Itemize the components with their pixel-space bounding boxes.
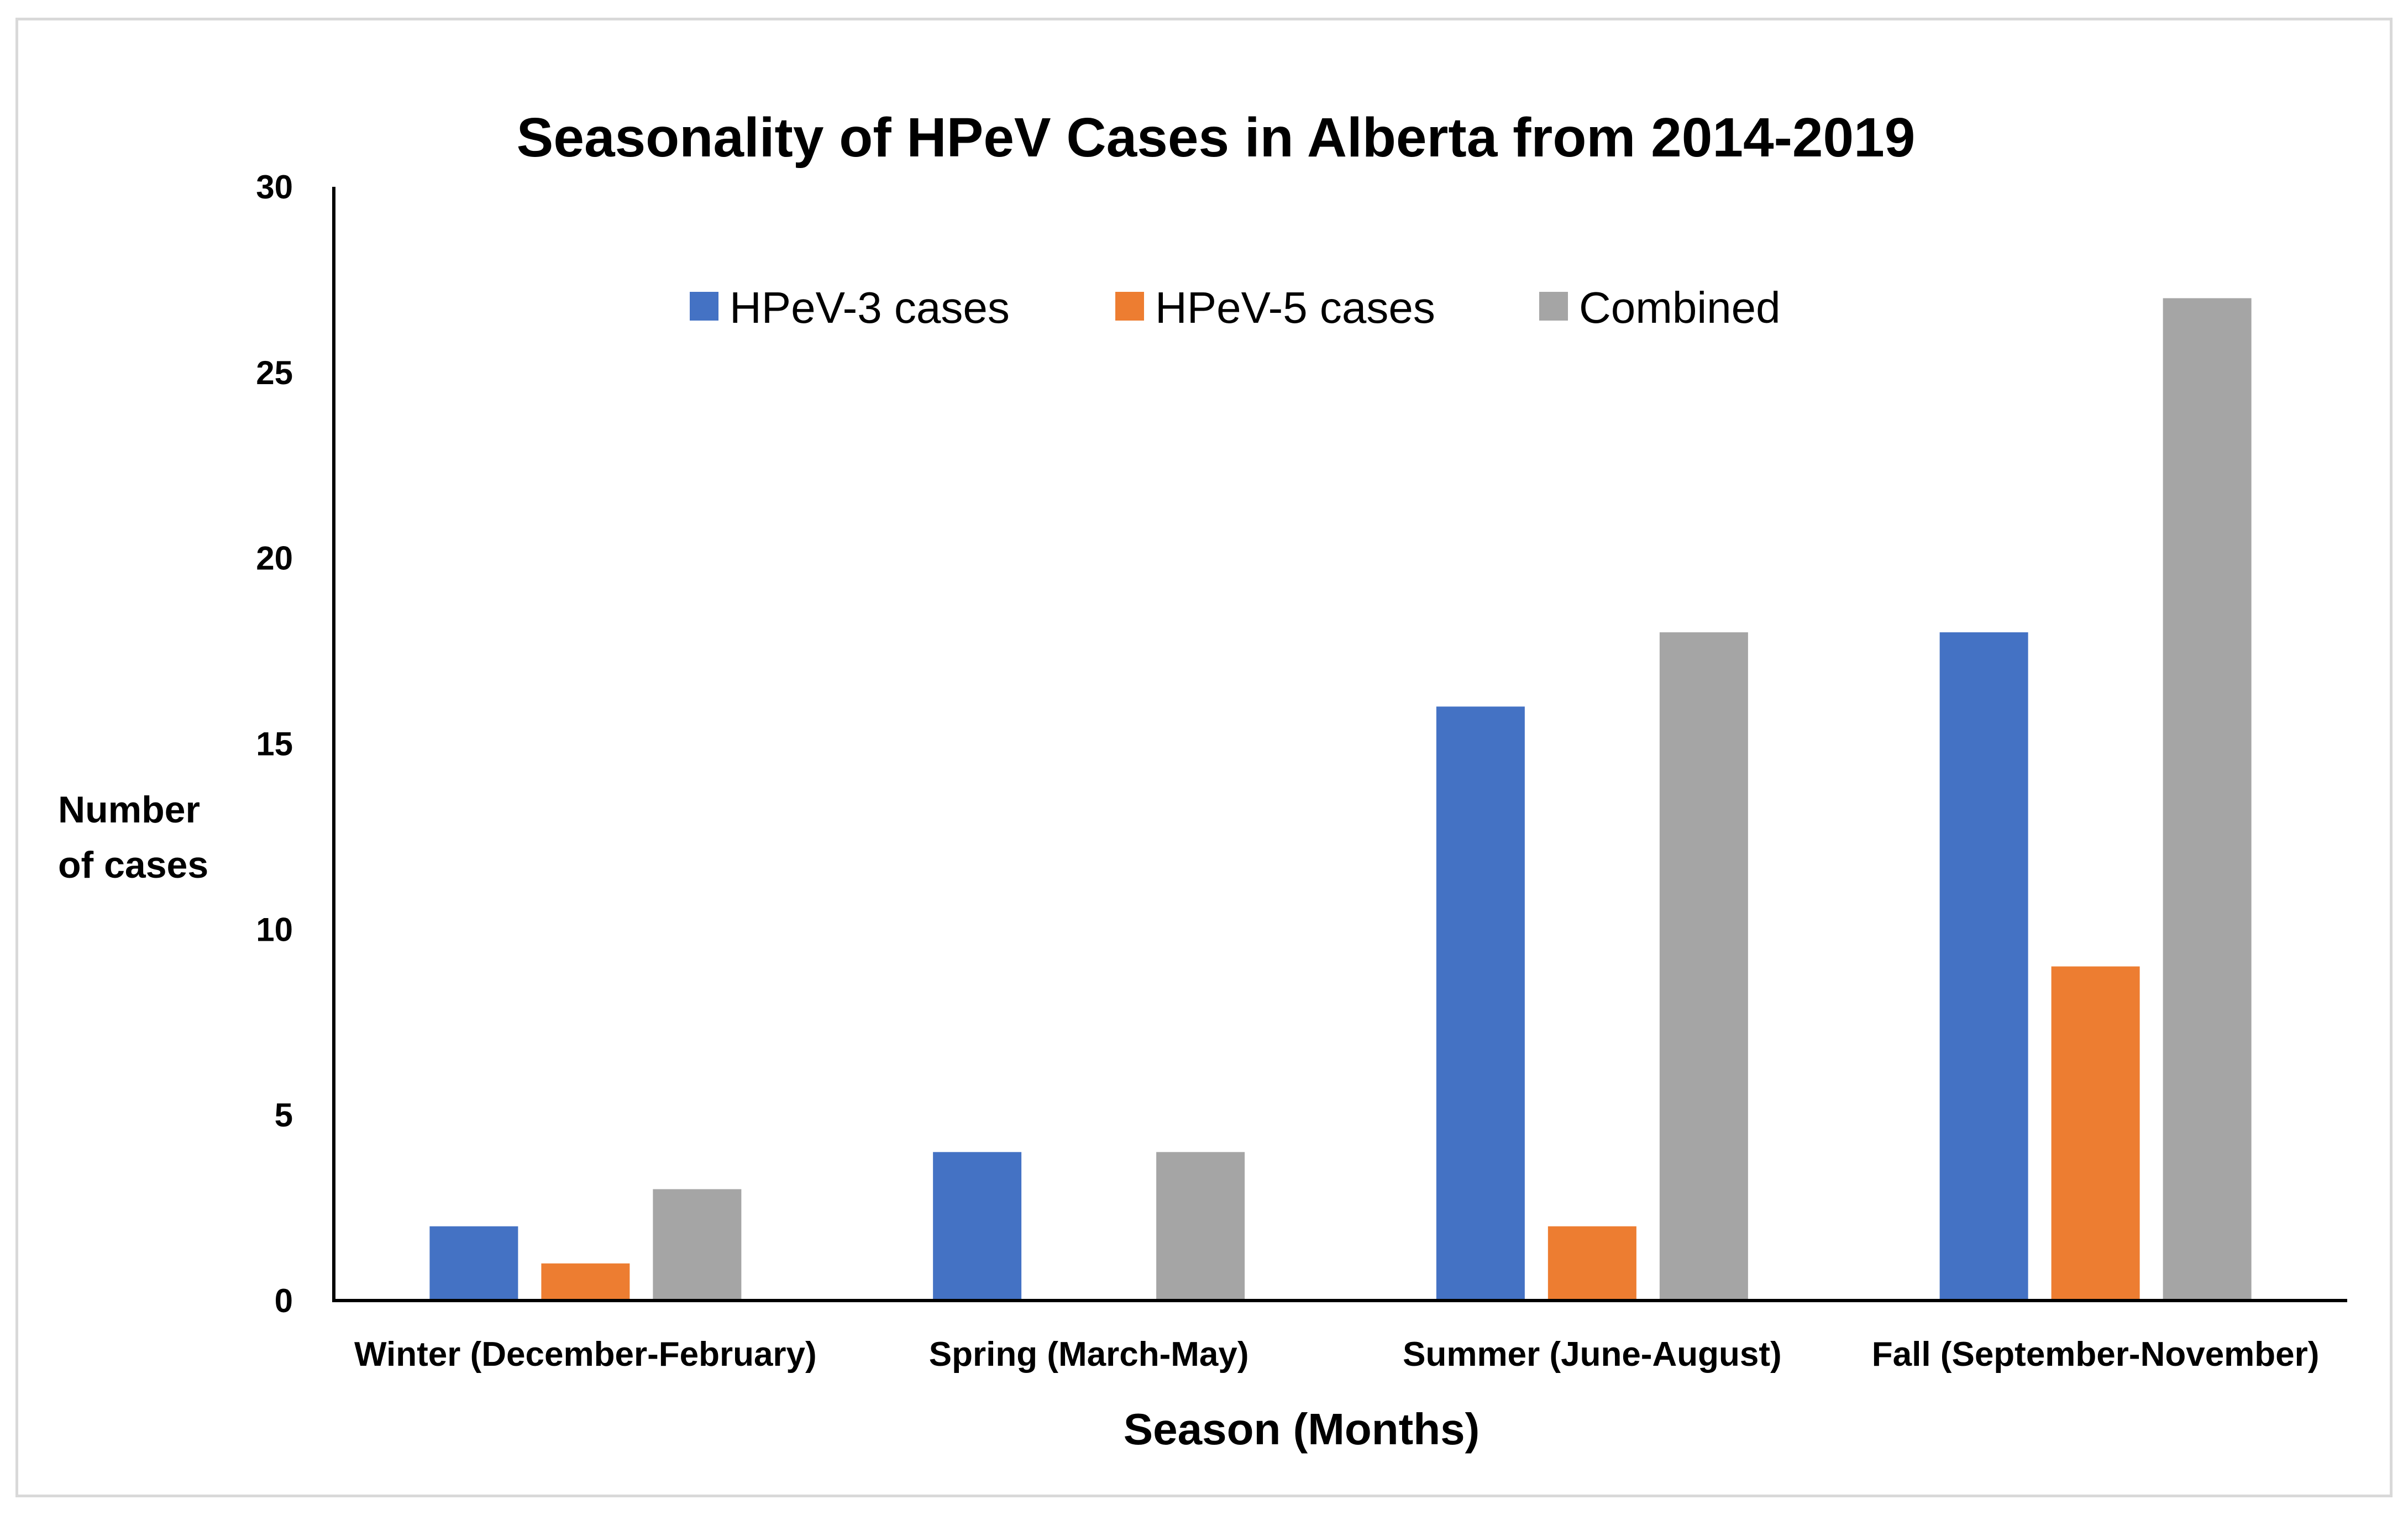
legend-label: HPeV-5 cases — [1155, 283, 1435, 332]
y-tick-label: 15 — [256, 726, 293, 763]
x-tick-label: Fall (September-November) — [1872, 1335, 2320, 1374]
legend-swatch — [690, 292, 718, 321]
bar-hpev-3-cases-1 — [933, 1152, 1022, 1301]
legend-swatch — [1115, 292, 1144, 321]
x-tick-label: Spring (March-May) — [929, 1335, 1249, 1374]
legend-label: HPeV-3 cases — [730, 283, 1010, 332]
y-tick-label: 20 — [256, 540, 293, 577]
bar-hpev-5-cases-2 — [1547, 1226, 1636, 1301]
y-tick-label: 10 — [256, 911, 293, 948]
bar-combined-0 — [653, 1189, 742, 1301]
x-tick-label: Summer (June-August) — [1403, 1335, 1781, 1374]
y-tick-label: 5 — [275, 1097, 293, 1134]
bar-hpev-5-cases-3 — [2051, 966, 2140, 1301]
bar-hpev-3-cases-0 — [429, 1226, 518, 1301]
bars-group — [429, 298, 2252, 1301]
y-tick-label: 0 — [275, 1282, 293, 1319]
y-axis-ticks: 0 5 10 15 20 25 30 — [256, 169, 293, 1319]
legend-swatch — [1539, 292, 1568, 321]
y-axis-label-line-2: of cases — [58, 844, 208, 886]
y-axis-label-line-1: Number — [58, 789, 200, 831]
bar-hpev-3-cases-2 — [1436, 706, 1525, 1301]
legend-label: Combined — [1579, 283, 1781, 332]
y-axis-label: Number of cases — [58, 789, 208, 886]
x-tick-label: Winter (December-February) — [354, 1335, 817, 1374]
bar-hpev-5-cases-0 — [541, 1263, 630, 1301]
y-tick-label: 30 — [256, 169, 293, 206]
chart-title: Seasonality of HPeV Cases in Alberta fro… — [517, 107, 1916, 169]
legend: HPeV-3 cases HPeV-5 cases Combined — [690, 283, 1781, 332]
x-axis-ticks: Winter (December-February) Spring (March-… — [354, 1335, 2319, 1374]
bar-combined-2 — [1659, 632, 1748, 1301]
bar-hpev-3-cases-3 — [1939, 632, 2028, 1301]
x-axis-label: Season (Months) — [1124, 1404, 1480, 1454]
bar-combined-1 — [1156, 1152, 1245, 1301]
bar-combined-3 — [2163, 298, 2252, 1301]
y-tick-label: 25 — [256, 354, 293, 391]
